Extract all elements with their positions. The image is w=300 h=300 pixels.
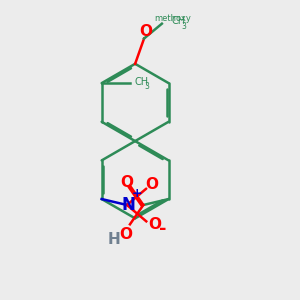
Text: 3: 3 bbox=[144, 82, 149, 91]
Text: O: O bbox=[146, 177, 159, 192]
Text: H: H bbox=[107, 232, 120, 247]
Text: -: - bbox=[159, 220, 166, 238]
Text: 3: 3 bbox=[181, 22, 186, 31]
Text: +: + bbox=[132, 187, 143, 200]
Text: O: O bbox=[119, 227, 132, 242]
Text: O: O bbox=[148, 218, 161, 232]
Text: O: O bbox=[120, 175, 133, 190]
Text: methoxy: methoxy bbox=[154, 14, 191, 23]
Text: N: N bbox=[122, 196, 135, 214]
Text: O: O bbox=[139, 24, 152, 39]
Text: CH: CH bbox=[134, 76, 148, 87]
Text: CH: CH bbox=[171, 16, 185, 26]
